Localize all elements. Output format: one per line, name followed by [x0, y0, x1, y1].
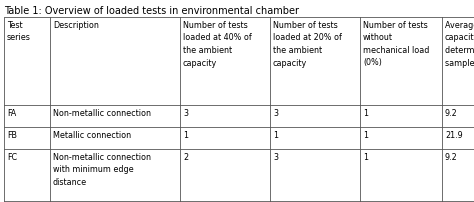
Text: Non-metallic connection: Non-metallic connection	[53, 108, 151, 117]
Text: FB: FB	[7, 130, 17, 139]
Text: 1: 1	[273, 130, 278, 139]
Text: Number of tests
loaded at 40% of
the ambient
capacity: Number of tests loaded at 40% of the amb…	[183, 21, 252, 67]
Text: Description: Description	[53, 21, 99, 30]
Text: 1: 1	[183, 130, 188, 139]
Text: Test
series: Test series	[7, 21, 31, 42]
Text: 21.9: 21.9	[445, 130, 463, 139]
Text: Metallic connection: Metallic connection	[53, 130, 131, 139]
Text: 1: 1	[363, 108, 368, 117]
Text: 3: 3	[273, 152, 278, 161]
Text: 3: 3	[273, 108, 278, 117]
Text: FA: FA	[7, 108, 16, 117]
Text: Average ambient
capacity,
determined from 4
samples (kN): Average ambient capacity, determined fro…	[445, 21, 474, 67]
Text: 1: 1	[363, 130, 368, 139]
Text: 2: 2	[183, 152, 188, 161]
Text: 1: 1	[363, 152, 368, 161]
Text: Number of tests
without
mechanical load
(0%): Number of tests without mechanical load …	[363, 21, 429, 67]
Text: Table 1: Overview of loaded tests in environmental chamber: Table 1: Overview of loaded tests in env…	[4, 6, 299, 16]
Text: 9.2: 9.2	[445, 152, 458, 161]
Text: 3: 3	[183, 108, 188, 117]
Text: FC: FC	[7, 152, 17, 161]
Text: Non-metallic connection
with minimum edge
distance: Non-metallic connection with minimum edg…	[53, 152, 151, 186]
Text: 9.2: 9.2	[445, 108, 458, 117]
Text: Number of tests
loaded at 20% of
the ambient
capacity: Number of tests loaded at 20% of the amb…	[273, 21, 342, 67]
